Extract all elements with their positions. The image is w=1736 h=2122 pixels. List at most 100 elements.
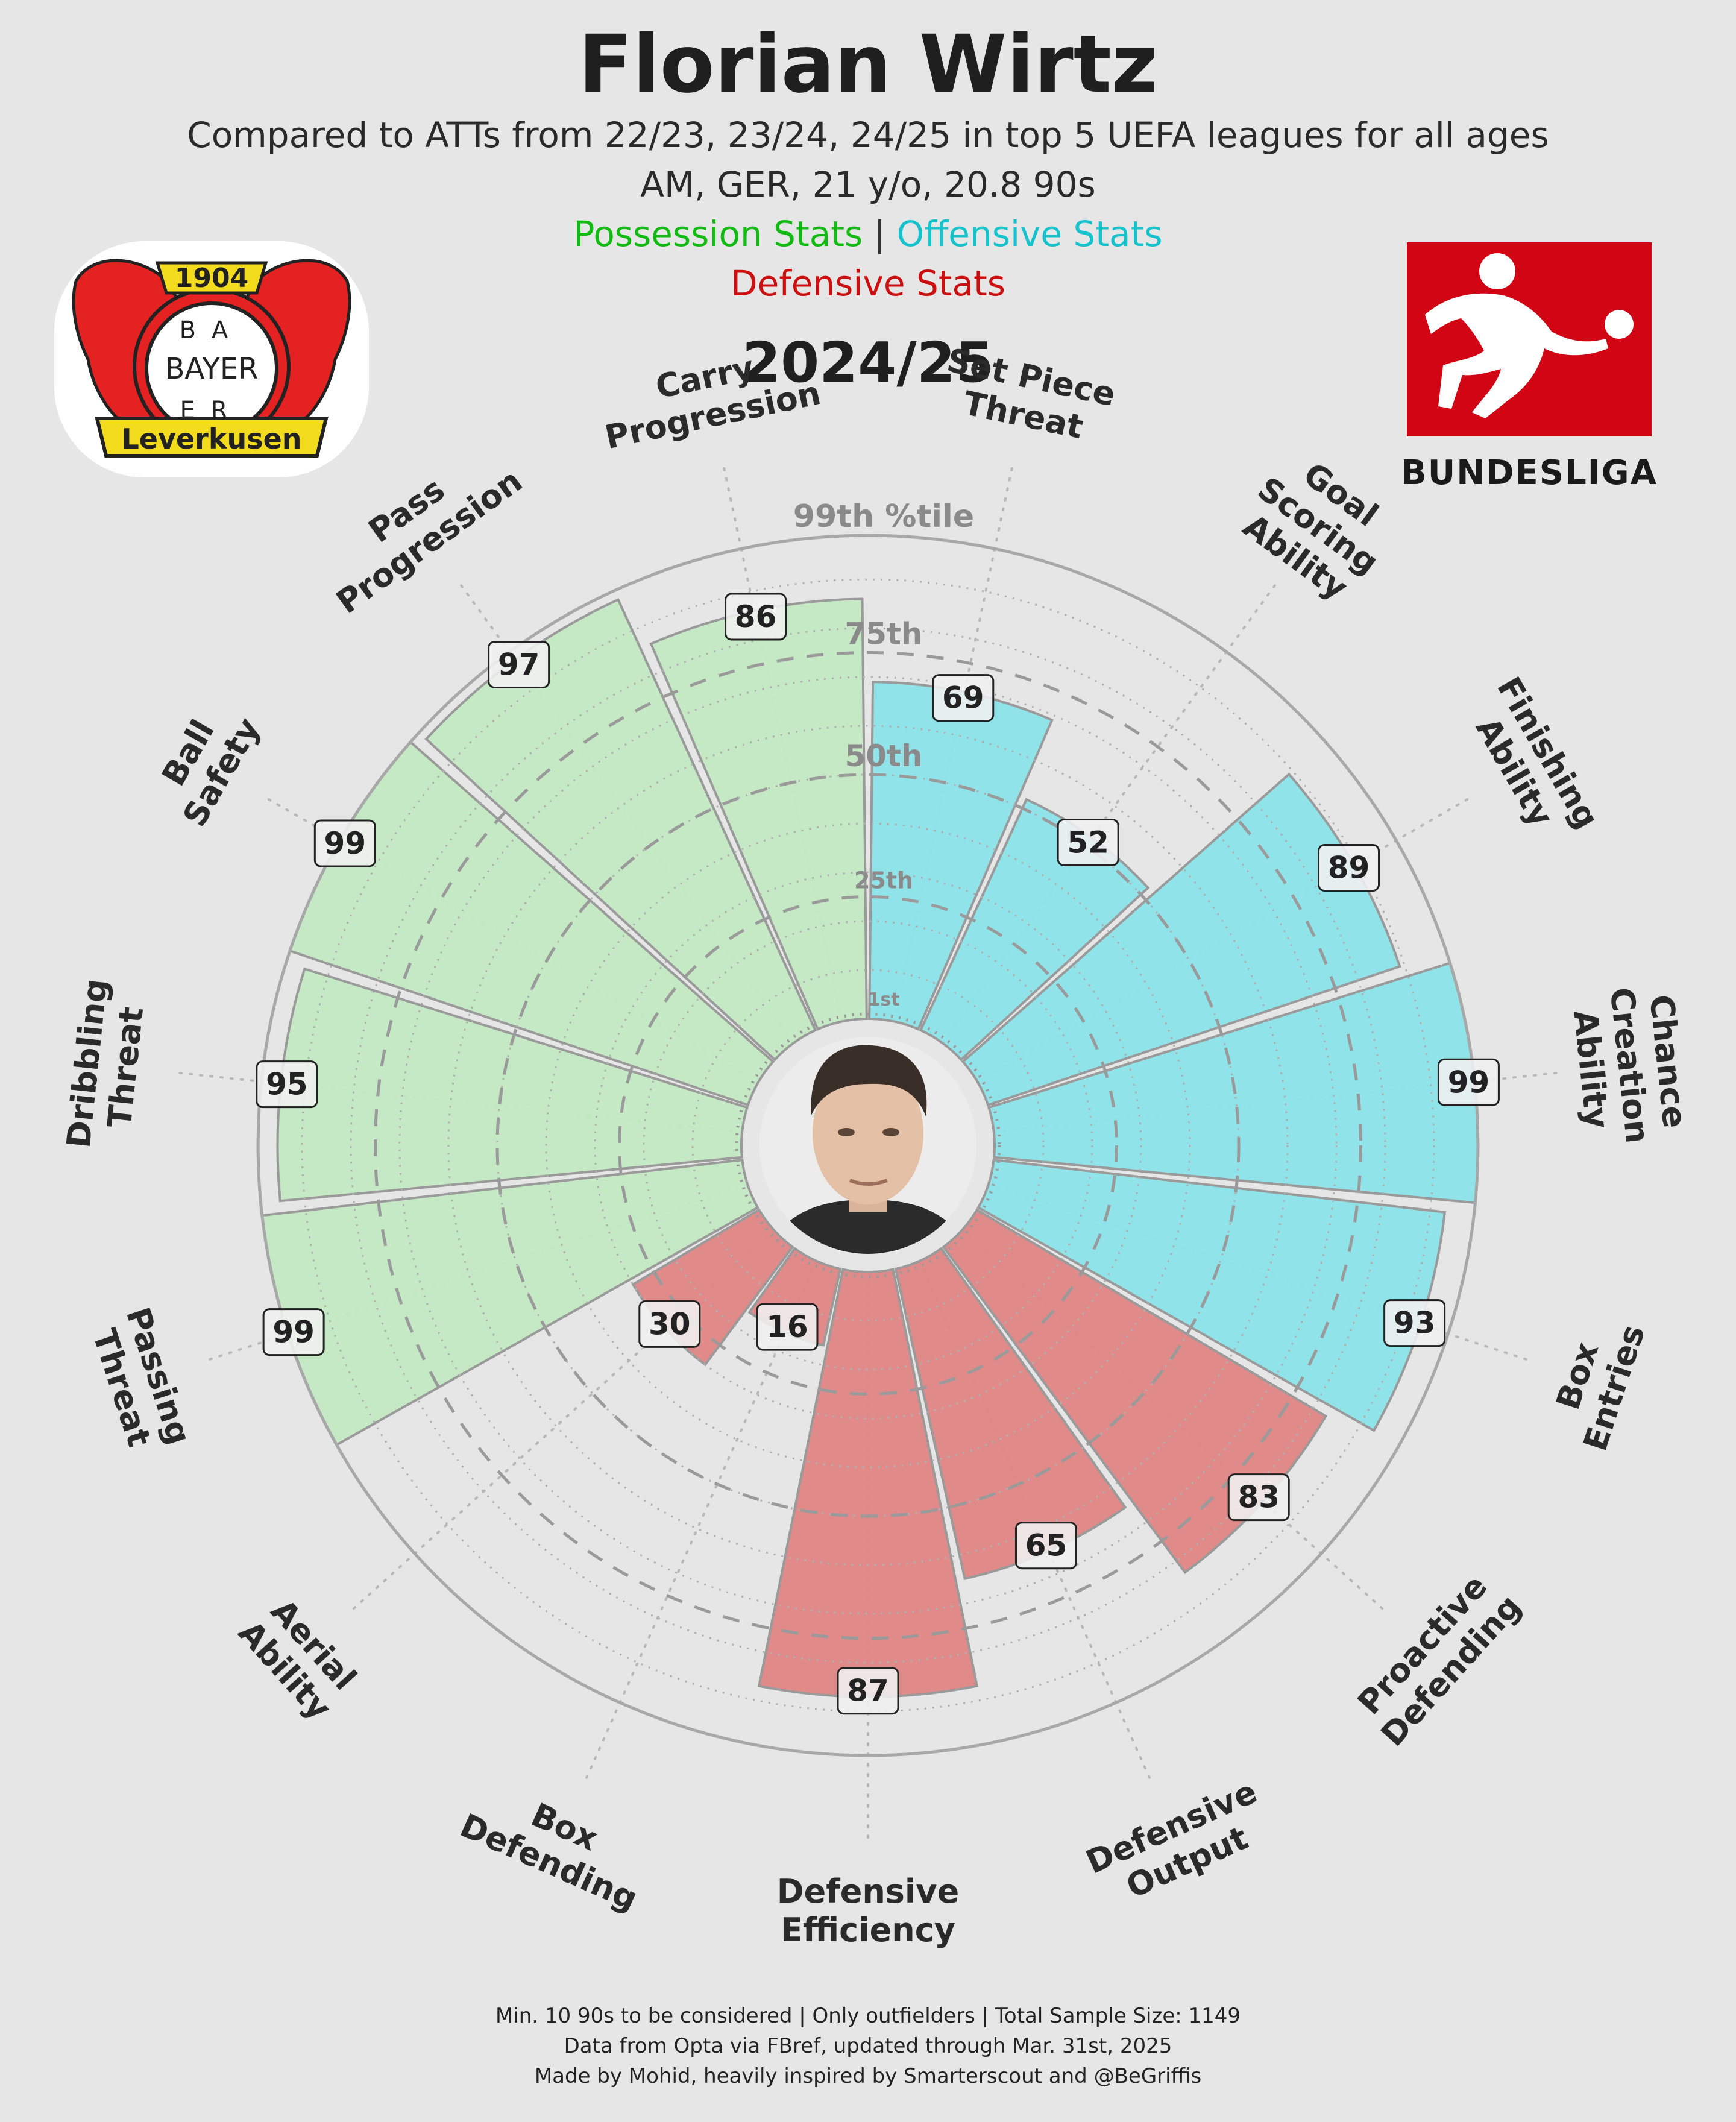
- svg-text:BoxDefending: BoxDefending: [454, 1771, 659, 1918]
- metric-label-aerial-ability: AerialAbility: [231, 1588, 367, 1728]
- svg-text:BoxEntries: BoxEntries: [1539, 1308, 1652, 1455]
- ring-25: [618, 895, 1118, 1396]
- value-label-defensive-output: 65: [1014, 1522, 1077, 1570]
- bundesliga-logo: [1407, 242, 1652, 436]
- svg-text:16: 16: [766, 1309, 808, 1344]
- bundesliga-player-icon: [1425, 253, 1634, 418]
- ring-label-75: 75th: [844, 617, 922, 652]
- grid-ring-fine: [643, 920, 1093, 1371]
- value-label-proactive-defending: 83: [1227, 1473, 1290, 1522]
- svg-text:ProactiveDefending: ProactiveDefending: [1345, 1561, 1529, 1754]
- value-label-passing-threat: 99: [262, 1308, 325, 1356]
- value-label-defensive-efficiency: 87: [837, 1667, 899, 1715]
- svg-text:GoalScoringAbility: GoalScoringAbility: [1228, 438, 1409, 613]
- svg-text:52: 52: [1067, 825, 1109, 860]
- grid-ring-fine: [594, 871, 1142, 1420]
- svg-text:86: 86: [735, 599, 777, 634]
- legend-defensive: Defensive Stats: [730, 263, 1006, 304]
- value-label-pass-progression: 97: [488, 641, 550, 689]
- svg-text:DefensiveOutput: DefensiveOutput: [1080, 1772, 1278, 1916]
- bar-dribbling-threat: [276, 967, 749, 1203]
- metric-label-set-piece-threat: Set PieceThreat: [936, 341, 1119, 452]
- bar-carry-progression: [649, 597, 868, 1031]
- leverkusen-crest-logo: 1904 BA BAYER ER Leverkusen: [54, 241, 369, 477]
- grid-ring-fine: [350, 627, 1386, 1664]
- value-label-dribbling-threat: 95: [256, 1060, 318, 1109]
- ring-label-99: 99th %tile: [793, 499, 974, 535]
- chart-title: Florian Wirtz: [578, 18, 1158, 111]
- metric-label-dribbling-threat: DribblingThreat: [60, 977, 154, 1154]
- axis-line-goal-scoring-ability: [941, 578, 1280, 1045]
- metric-label-box-entries: BoxEntries: [1539, 1308, 1652, 1455]
- svg-text:CarryProgression: CarryProgression: [594, 336, 824, 456]
- svg-text:87: 87: [847, 1673, 889, 1708]
- svg-text:83: 83: [1238, 1480, 1280, 1515]
- player-face-icon: [766, 1045, 970, 1254]
- grid-ring-fine: [545, 822, 1191, 1469]
- season-label: 2024/25: [742, 330, 994, 395]
- grid-ring-fine: [398, 676, 1338, 1615]
- crest-vertical-top: BA: [180, 316, 244, 344]
- legend-separator: |: [863, 213, 897, 254]
- svg-text:99: 99: [1448, 1065, 1490, 1100]
- value-labels: 69 52 89 99 93 83 65 87 16 30 99 95 99 97 86: [256, 593, 1500, 1715]
- ring-99: [256, 534, 1480, 1757]
- ring-50: [495, 773, 1241, 1518]
- value-label-carry-progression: 86: [725, 593, 787, 641]
- footer-criteria: Min. 10 90s to be considered | Only outf…: [495, 2004, 1241, 2028]
- bar-finishing-ability: [961, 772, 1401, 1107]
- grid-ring-fine: [301, 578, 1435, 1713]
- grid-rings: [256, 534, 1480, 1757]
- svg-text:Set PieceThreat: Set PieceThreat: [936, 341, 1119, 452]
- bar-defensive-efficiency: [757, 1268, 979, 1698]
- grid-ring-fine: [447, 725, 1289, 1566]
- svg-text:95: 95: [266, 1067, 308, 1102]
- chart-subtitle-comparison: Compared to ATTs from 22/23, 23/24, 24/2…: [187, 115, 1549, 156]
- value-label-box-entries: 93: [1383, 1299, 1446, 1347]
- axis-line-aerial-ability: [347, 1229, 775, 1615]
- bar-pass-progression: [424, 598, 817, 1062]
- metric-label-ball-safety: BallSafety: [142, 692, 268, 833]
- bundesliga-wordmark: BUNDESLIGA: [1401, 453, 1658, 493]
- bar-set-piece-threat: [868, 681, 1054, 1031]
- ring-75: [374, 651, 1362, 1640]
- legend-row: Possession Stats | Offensive Stats: [0, 213, 1736, 254]
- metric-label-defensive-efficiency: Defensive Efficiency: [777, 1872, 959, 1949]
- ring-label-50: 50th: [844, 738, 922, 773]
- svg-text:BallSafety: BallSafety: [142, 692, 268, 833]
- svg-text:99: 99: [324, 826, 366, 861]
- crest-year-text: 1904: [175, 263, 248, 294]
- svg-text:FinishingAbility: FinishingAbility: [1456, 670, 1606, 854]
- ring-labels: 1st 25th 50th 75th 99th %tile: [793, 499, 974, 1010]
- metric-label-goal-scoring-ability: GoalScoringAbility: [1228, 438, 1409, 613]
- svg-text:ChanceCreationAbility: ChanceCreationAbility: [1564, 981, 1695, 1149]
- svg-text:97: 97: [498, 647, 540, 682]
- svg-text:DribblingThreat: DribblingThreat: [60, 977, 154, 1154]
- player-photo: [745, 1022, 991, 1268]
- ring-label-1: 1st: [867, 989, 899, 1010]
- svg-text:30: 30: [649, 1306, 691, 1341]
- value-label-finishing-ability: 89: [1318, 844, 1380, 892]
- value-label-set-piece-threat: 69: [932, 674, 995, 722]
- value-label-box-defending: 16: [756, 1303, 819, 1351]
- metric-label-defensive-output: DefensiveOutput: [1080, 1772, 1278, 1916]
- metric-label-chance-creation-ability: ChanceCreationAbility: [1564, 981, 1695, 1149]
- ring-1: [735, 1012, 1001, 1279]
- metric-label-finishing-ability: FinishingAbility: [1456, 670, 1606, 854]
- grid-ring-fine: [691, 969, 1045, 1322]
- svg-text:PassProgression: PassProgression: [307, 430, 529, 621]
- value-label-goal-scoring-ability: 52: [1057, 818, 1119, 866]
- legend-possession: Possession Stats: [573, 213, 863, 254]
- crest-banner-text: Leverkusen: [121, 423, 301, 455]
- chart-subtitle-player-info: AM, GER, 21 y/o, 20.8 90s: [640, 164, 1096, 205]
- metric-label-pass-progression: PassProgression: [307, 430, 529, 622]
- bar-box-entries: [976, 1158, 1447, 1432]
- axis-line-box-defending: [582, 1259, 818, 1786]
- value-label-chance-creation-ability: 99: [1437, 1058, 1500, 1106]
- svg-text:93: 93: [1394, 1306, 1436, 1341]
- svg-text:89: 89: [1328, 851, 1370, 886]
- value-label-ball-safety: 99: [313, 819, 376, 867]
- svg-text:AerialAbility: AerialAbility: [231, 1588, 367, 1727]
